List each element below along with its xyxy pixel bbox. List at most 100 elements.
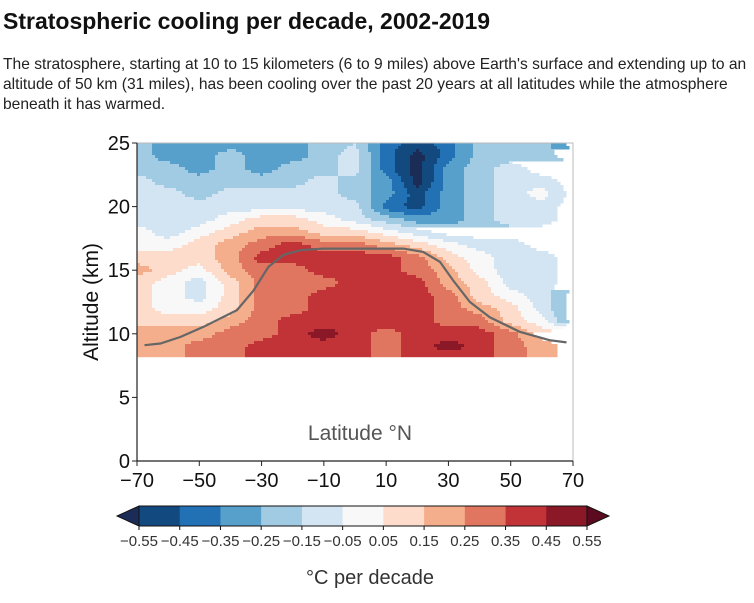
heatmap-cell bbox=[437, 161, 450, 165]
heatmap-cell bbox=[137, 305, 153, 309]
heatmap-cell bbox=[458, 272, 477, 276]
heatmap-cell bbox=[377, 245, 411, 249]
heatmap-cell bbox=[257, 254, 393, 258]
heatmap-cell bbox=[221, 266, 243, 270]
heatmap-cell bbox=[389, 209, 438, 213]
heatmap-cell bbox=[305, 266, 402, 270]
heatmap-cell bbox=[137, 290, 153, 294]
heatmap-cell bbox=[224, 293, 240, 297]
heatmap-cell bbox=[224, 188, 339, 192]
heatmap-cell bbox=[494, 356, 528, 358]
heatmap-cell bbox=[413, 152, 423, 156]
heatmap-cell bbox=[449, 161, 471, 165]
heatmap-cell bbox=[422, 161, 438, 165]
heatmap-cell bbox=[323, 224, 372, 228]
heatmap-cell bbox=[503, 281, 558, 285]
heatmap-cell bbox=[254, 302, 309, 306]
heatmap-cell bbox=[308, 179, 339, 183]
heatmap-cell bbox=[443, 239, 519, 243]
heatmap-cell bbox=[518, 335, 537, 339]
heatmap-cell bbox=[212, 308, 237, 312]
heatmap-cell bbox=[407, 272, 438, 276]
heatmap-cell bbox=[245, 161, 291, 165]
colorbar-tick-label: −0.35 bbox=[201, 533, 239, 550]
heatmap-cell bbox=[215, 164, 246, 168]
colorbar-tick-label: 0.55 bbox=[572, 533, 601, 550]
heatmap-cell bbox=[443, 176, 465, 180]
heatmap-cell bbox=[200, 263, 222, 267]
heatmap-cell bbox=[215, 332, 279, 336]
heatmap-cell bbox=[368, 230, 399, 234]
heatmap-cell bbox=[152, 305, 219, 309]
heatmap-cell bbox=[485, 251, 549, 255]
heatmap-cell bbox=[185, 284, 207, 288]
heatmap-cell bbox=[383, 170, 396, 174]
heatmap-cell bbox=[554, 314, 567, 318]
heatmap-cell bbox=[308, 230, 369, 234]
heatmap-cell bbox=[137, 218, 216, 222]
heatmap-cell bbox=[533, 188, 546, 192]
heatmap-cell bbox=[404, 182, 414, 186]
heatmap-cell bbox=[395, 242, 429, 246]
heatmap-cell bbox=[152, 143, 309, 147]
heatmap-cell bbox=[347, 197, 372, 201]
heatmap-cell bbox=[137, 257, 216, 261]
heatmap-cell bbox=[404, 218, 465, 222]
heatmap-cell bbox=[308, 296, 435, 300]
heatmap-cell bbox=[470, 158, 564, 162]
heatmap-cell bbox=[476, 248, 537, 252]
heatmap-cell bbox=[185, 356, 246, 358]
heatmap-cell bbox=[464, 203, 495, 207]
heatmap-cell bbox=[371, 344, 402, 348]
heatmap-cell bbox=[137, 248, 174, 252]
heatmap-cell bbox=[368, 143, 381, 147]
heatmap-cell bbox=[338, 176, 372, 180]
heatmap-cell bbox=[407, 200, 426, 204]
heatmap-cell bbox=[440, 194, 465, 198]
heatmap-cell bbox=[479, 326, 501, 330]
heatmap-cell bbox=[425, 194, 441, 198]
heatmap-cell bbox=[401, 338, 495, 342]
heatmap-cell bbox=[443, 185, 465, 189]
heatmap-cell bbox=[245, 269, 309, 273]
heatmap-cell bbox=[170, 161, 216, 165]
heatmap-cell bbox=[494, 191, 528, 195]
heatmap-cell bbox=[380, 143, 402, 147]
heatmap-cell bbox=[227, 272, 249, 276]
heatmap-cell bbox=[308, 332, 339, 336]
heatmap-cell bbox=[185, 281, 207, 285]
heatmap-cell bbox=[368, 146, 381, 150]
heatmap-cell bbox=[464, 281, 489, 285]
heatmap-cell bbox=[413, 233, 447, 237]
heatmap-cell bbox=[152, 152, 219, 156]
heatmap-cell bbox=[314, 272, 408, 276]
heatmap-cell bbox=[527, 347, 558, 351]
heatmap-cell bbox=[386, 173, 399, 177]
heatmap-cell bbox=[212, 272, 228, 276]
heatmap-cell bbox=[137, 296, 153, 300]
heatmap-cell bbox=[548, 191, 567, 195]
heatmap-cell bbox=[227, 149, 237, 153]
heatmap-cell bbox=[434, 179, 444, 183]
heatmap-cell bbox=[137, 149, 153, 153]
heatmap-cell bbox=[356, 173, 372, 177]
heatmap-cell bbox=[470, 161, 510, 165]
heatmap-cell bbox=[488, 284, 507, 288]
heatmap-cell bbox=[188, 266, 204, 270]
heatmap-cell bbox=[245, 245, 276, 249]
heatmap-cell bbox=[407, 188, 429, 192]
colorbar-swatch bbox=[179, 506, 221, 526]
heatmap-cell bbox=[548, 320, 558, 324]
heatmap-cell bbox=[254, 257, 402, 261]
heatmap-cell bbox=[494, 263, 558, 267]
colorbar-tick-label: −0.25 bbox=[242, 533, 280, 550]
heatmap-cell bbox=[245, 320, 279, 324]
heatmap-cell bbox=[215, 158, 246, 162]
heatmap-cell bbox=[152, 302, 219, 306]
heatmap-cell bbox=[185, 167, 216, 171]
heatmap-cell bbox=[137, 155, 156, 159]
heatmap-cell bbox=[308, 149, 345, 153]
heatmap-cell bbox=[206, 284, 225, 288]
heatmap-cell bbox=[308, 299, 435, 303]
heatmap-cell bbox=[215, 251, 240, 255]
